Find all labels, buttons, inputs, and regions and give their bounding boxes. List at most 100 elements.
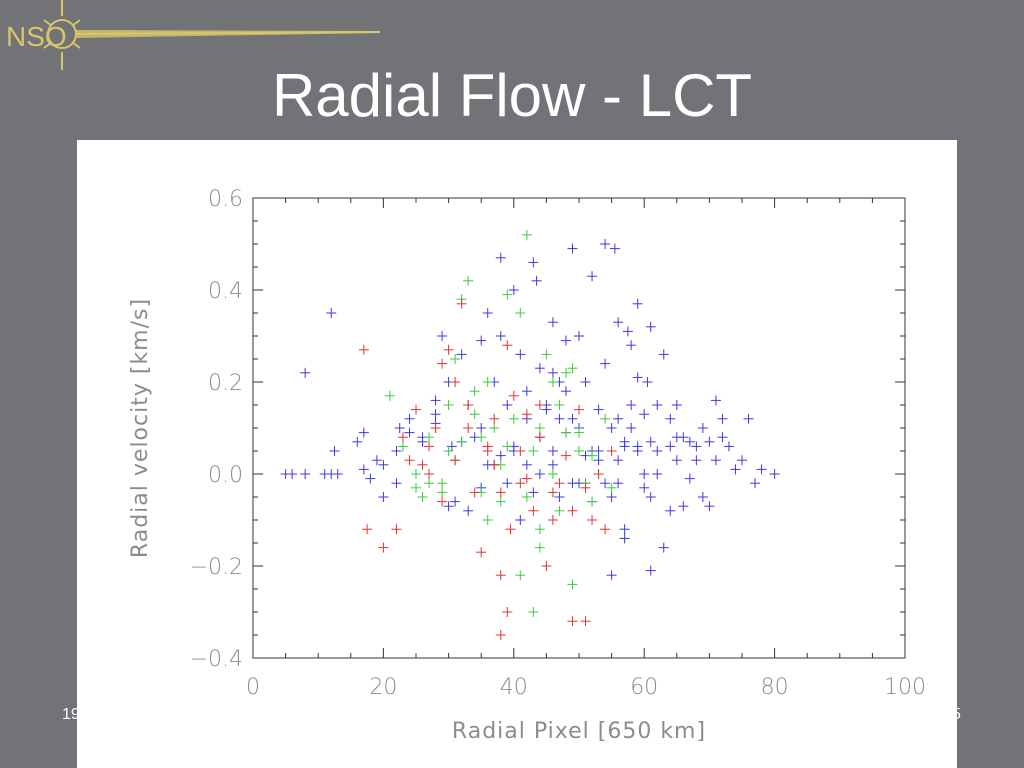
scatter-point [717,432,728,443]
scatter-point [574,331,584,341]
scatter-point [528,505,539,516]
axes: 0 20 40 60 80 100 −0.4 −0.2 0.0 0.2 0.4 0.6 [190,187,926,700]
scatter-point [521,492,532,502]
scatter-point [684,473,695,484]
scatter-point [697,492,708,502]
scatter-point [554,400,565,410]
scatter-point [619,533,630,544]
scatter-point [384,390,395,401]
scatter-point [489,413,500,424]
scatter-point [417,436,428,447]
scatter-point [362,524,373,535]
scatter-point [495,450,506,461]
scatter-point [547,469,558,479]
scatter-point [671,455,682,466]
scatter-point [482,377,493,387]
scatter-point [697,423,708,433]
scatter-point [600,478,611,489]
scatter-point [482,515,493,525]
scatter-point [391,524,402,535]
scatter-point [626,400,637,410]
nso-logo: NSO [6,0,381,70]
scatter-point [404,455,415,466]
scatter-point [495,630,506,640]
scatter-point [502,607,513,617]
scatter-point [574,427,584,438]
scatter-point [580,616,591,627]
scatter-point [300,469,311,479]
scatter-point [606,482,617,493]
scatter-point [430,423,441,433]
scatter-point [593,469,604,479]
scatter-point [495,487,506,498]
scatter-point [580,482,591,493]
scatter-point [437,331,448,341]
scatter-point [574,404,584,415]
scatter-point [463,275,474,286]
scatter-point [600,239,611,249]
x-tick-label: 100 [884,675,926,700]
scatter-point [554,413,565,424]
scatter-point [547,487,558,498]
y-tick-label: 0.6 [208,187,243,212]
scatter-point [652,469,663,479]
scatter-point [639,469,650,479]
scatter-point [613,478,624,489]
scatter-point [358,344,369,355]
x-tick-label: 60 [630,675,658,700]
scatter-point [463,400,474,410]
scatter-point [450,496,461,507]
scatter-point [574,446,584,456]
scatter-point [606,570,617,581]
scatter-point [424,441,435,452]
scatter-point [515,478,526,489]
scatter-point [580,377,591,387]
scatter-point [371,455,382,466]
scatter-point [469,386,480,397]
scatter-point [417,459,428,470]
scatter-point [756,464,767,475]
scatter-point [606,492,617,502]
scatter-point [300,367,311,378]
y-axis-label: Radial velocity [km/s] [128,298,153,558]
scatter-point [600,413,611,424]
scatter-point [391,478,402,489]
y-tick-label: −0.4 [190,647,243,672]
scatter-point [476,432,487,443]
scatter-point [287,469,298,479]
scatter-point [645,321,656,332]
scatter-point [671,400,682,410]
scatter-point [600,358,611,369]
scatter-point [521,386,532,397]
scatter-point [642,377,653,387]
scatter-point [587,450,598,461]
scatter-point [547,459,558,470]
scatter-point [515,446,526,456]
scatter-point [665,441,676,452]
scatter-point [531,275,542,286]
scatter-point [508,285,519,295]
scatter-point [534,524,545,535]
scatter-point [515,570,526,581]
scatter-point [404,413,415,424]
y-tick-label: −0.2 [190,555,243,580]
scatter-point [593,446,604,456]
scatter-point [430,409,441,420]
scatter-point [750,478,761,489]
scatter-point [723,441,734,452]
scatter-point [645,436,656,447]
scatter-point [502,441,513,452]
scatter-point [622,326,633,337]
scatter-point [691,455,702,466]
scatter-point [547,446,558,456]
scatter-point [534,432,545,443]
scatter-point [678,501,689,512]
scatter-point [482,308,493,318]
scatter-point [521,229,532,240]
scatter-point [443,446,454,456]
scatter-point [489,423,500,433]
scatter-point [521,473,532,484]
scatter-point [560,335,571,346]
scatter-point [645,565,656,576]
scatter-point [534,469,545,479]
